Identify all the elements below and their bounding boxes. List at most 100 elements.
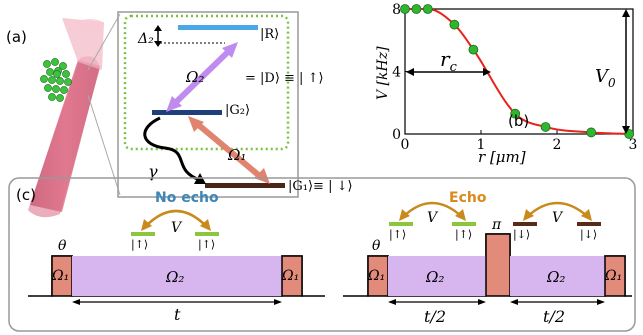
atom xyxy=(40,75,48,83)
echo-omega2-second-label: Ω₂ xyxy=(546,268,565,286)
omega1-arrow xyxy=(193,119,264,181)
echo-down-bar-right xyxy=(577,222,601,226)
zoom-line-top xyxy=(87,13,121,71)
no-echo-omega1-pulse-right xyxy=(281,255,303,297)
panel-a-label: (a) xyxy=(6,28,27,46)
atom xyxy=(60,86,68,94)
panel-c-label: (c) xyxy=(16,186,36,204)
panel-b-chart: 0 1 2 3 0 4 8 rc V0 (b) r [μm] V [kHz] xyxy=(375,2,637,166)
chart-data-point xyxy=(422,4,433,14)
g2-level xyxy=(152,110,222,115)
chart-points xyxy=(400,4,635,139)
no-echo-omega1-left-label: Ω₁ xyxy=(51,268,69,284)
atom xyxy=(44,84,52,92)
echo-title: Echo xyxy=(449,190,487,206)
detuning-arrow-heads xyxy=(154,25,162,47)
chart-x-axis-label: r [μm] xyxy=(478,148,526,166)
echo-pi-label: π xyxy=(491,217,502,233)
chart-data-point xyxy=(449,19,460,30)
no-echo-theta-label: θ xyxy=(58,238,67,254)
no-echo-title: No echo xyxy=(155,190,219,206)
chart-data-point xyxy=(411,4,422,14)
x-tick-label: 3 xyxy=(629,137,638,153)
atom xyxy=(48,76,56,84)
echo-theta-label: θ xyxy=(372,238,381,254)
level-diagram-frame xyxy=(117,11,299,198)
hollow-fiber-illustration xyxy=(28,18,104,218)
zoom-line-bottom xyxy=(87,94,121,196)
atom xyxy=(43,60,51,68)
panel-b-label: (b) xyxy=(508,112,529,130)
echo-pi-pulse xyxy=(485,233,511,297)
atom xyxy=(62,70,70,78)
dark-state-label: = |D⟩ ≡ | ↑⟩ xyxy=(245,71,324,86)
chart-data-point xyxy=(510,108,521,119)
echo-omega1-right-label: Ω₁ xyxy=(604,268,622,284)
echo-interaction-arc-first xyxy=(403,201,462,217)
y-tick-label: 0 xyxy=(392,127,401,143)
x-tick-label: 1 xyxy=(477,137,486,153)
atom xyxy=(46,68,54,76)
rc-label: rc xyxy=(440,47,458,75)
chart-y-axis-label: V [kHz] xyxy=(375,46,391,100)
omega2-arrow-head-down xyxy=(166,96,182,112)
y-tick-label: 8 xyxy=(392,2,401,18)
v0-label: V0 xyxy=(595,66,616,90)
echo-omega1-left-label: Ω₁ xyxy=(367,268,385,284)
no-echo-time-label: t xyxy=(174,305,181,324)
echo-interaction-arc-second xyxy=(527,201,588,217)
echo-sequence: Echo Ω₁ Ω₁ Ω₂ Ω₂ θ π t/2 t/2 |↑⟩ |↑⟩ xyxy=(343,190,632,326)
atom-cloud xyxy=(40,58,72,102)
panel-c-frame xyxy=(8,177,636,332)
dressed-state-box xyxy=(123,14,290,151)
chart-data-point xyxy=(540,122,551,132)
atom xyxy=(59,62,67,70)
atom xyxy=(64,78,72,86)
atom xyxy=(56,94,64,102)
echo-up-bar-left xyxy=(389,222,413,226)
x-tick-label: 0 xyxy=(401,137,410,153)
atom xyxy=(52,85,60,93)
no-echo-omega1-right-label: Ω₁ xyxy=(281,268,299,284)
no-echo-sequence: No echo Ω₁ Ω₁ Ω₂ θ t |↑⟩ |↑⟩ V xyxy=(28,190,325,324)
echo-down-ket-left: |↓⟩ xyxy=(513,228,530,242)
decay-arrow xyxy=(143,116,201,182)
no-echo-v-label: V xyxy=(171,220,183,236)
panel-c: (c) No echo Ω₁ Ω₁ Ω₂ θ t |↑⟩ |↑⟩ V Echo xyxy=(8,177,636,332)
delta2-label: Δ₂ xyxy=(137,31,154,47)
echo-omega2-first-label: Ω₂ xyxy=(425,268,444,286)
echo-omega1-pulse-right xyxy=(604,255,626,297)
gamma-label: γ xyxy=(148,162,158,181)
chart-data-point xyxy=(586,127,597,138)
chart-data-point xyxy=(468,44,479,55)
g1-level xyxy=(205,183,285,188)
echo-omega2-pulse-second xyxy=(510,256,605,296)
echo-v-label-first: V xyxy=(427,210,439,226)
atom xyxy=(48,93,56,101)
omega1-label: Ω₁ xyxy=(227,146,246,164)
echo-down-bar-left xyxy=(513,222,537,226)
chart-data-point xyxy=(400,4,410,14)
no-echo-up-bar-left xyxy=(131,232,155,236)
echo-time-label-first: t/2 xyxy=(424,307,446,326)
g2-ket-label: |G₂⟩ xyxy=(225,103,250,118)
omega2-label: Ω₂ xyxy=(185,68,204,86)
atom xyxy=(51,58,59,66)
atom xyxy=(56,77,64,85)
echo-up-bar-right xyxy=(452,222,476,226)
echo-down-ket-right: |↓⟩ xyxy=(580,228,597,242)
x-tick-label: 2 xyxy=(553,137,562,153)
omega1-arrow-head-up xyxy=(188,116,204,132)
echo-omega2-pulse-first xyxy=(388,256,486,296)
echo-up-ket-left: |↑⟩ xyxy=(389,228,406,242)
no-echo-up-bar-right xyxy=(195,232,219,236)
echo-up-ket-right: |↑⟩ xyxy=(455,228,472,242)
echo-time-label-second: t/2 xyxy=(543,307,565,326)
no-echo-omega2-label: Ω₂ xyxy=(165,268,184,286)
rydberg-level xyxy=(178,25,258,30)
atom xyxy=(53,70,61,78)
no-echo-omega2-pulse xyxy=(72,256,282,296)
panel-a: (a) Δ₂ xyxy=(6,11,353,218)
no-echo-up-ket-left: |↑⟩ xyxy=(131,238,148,252)
